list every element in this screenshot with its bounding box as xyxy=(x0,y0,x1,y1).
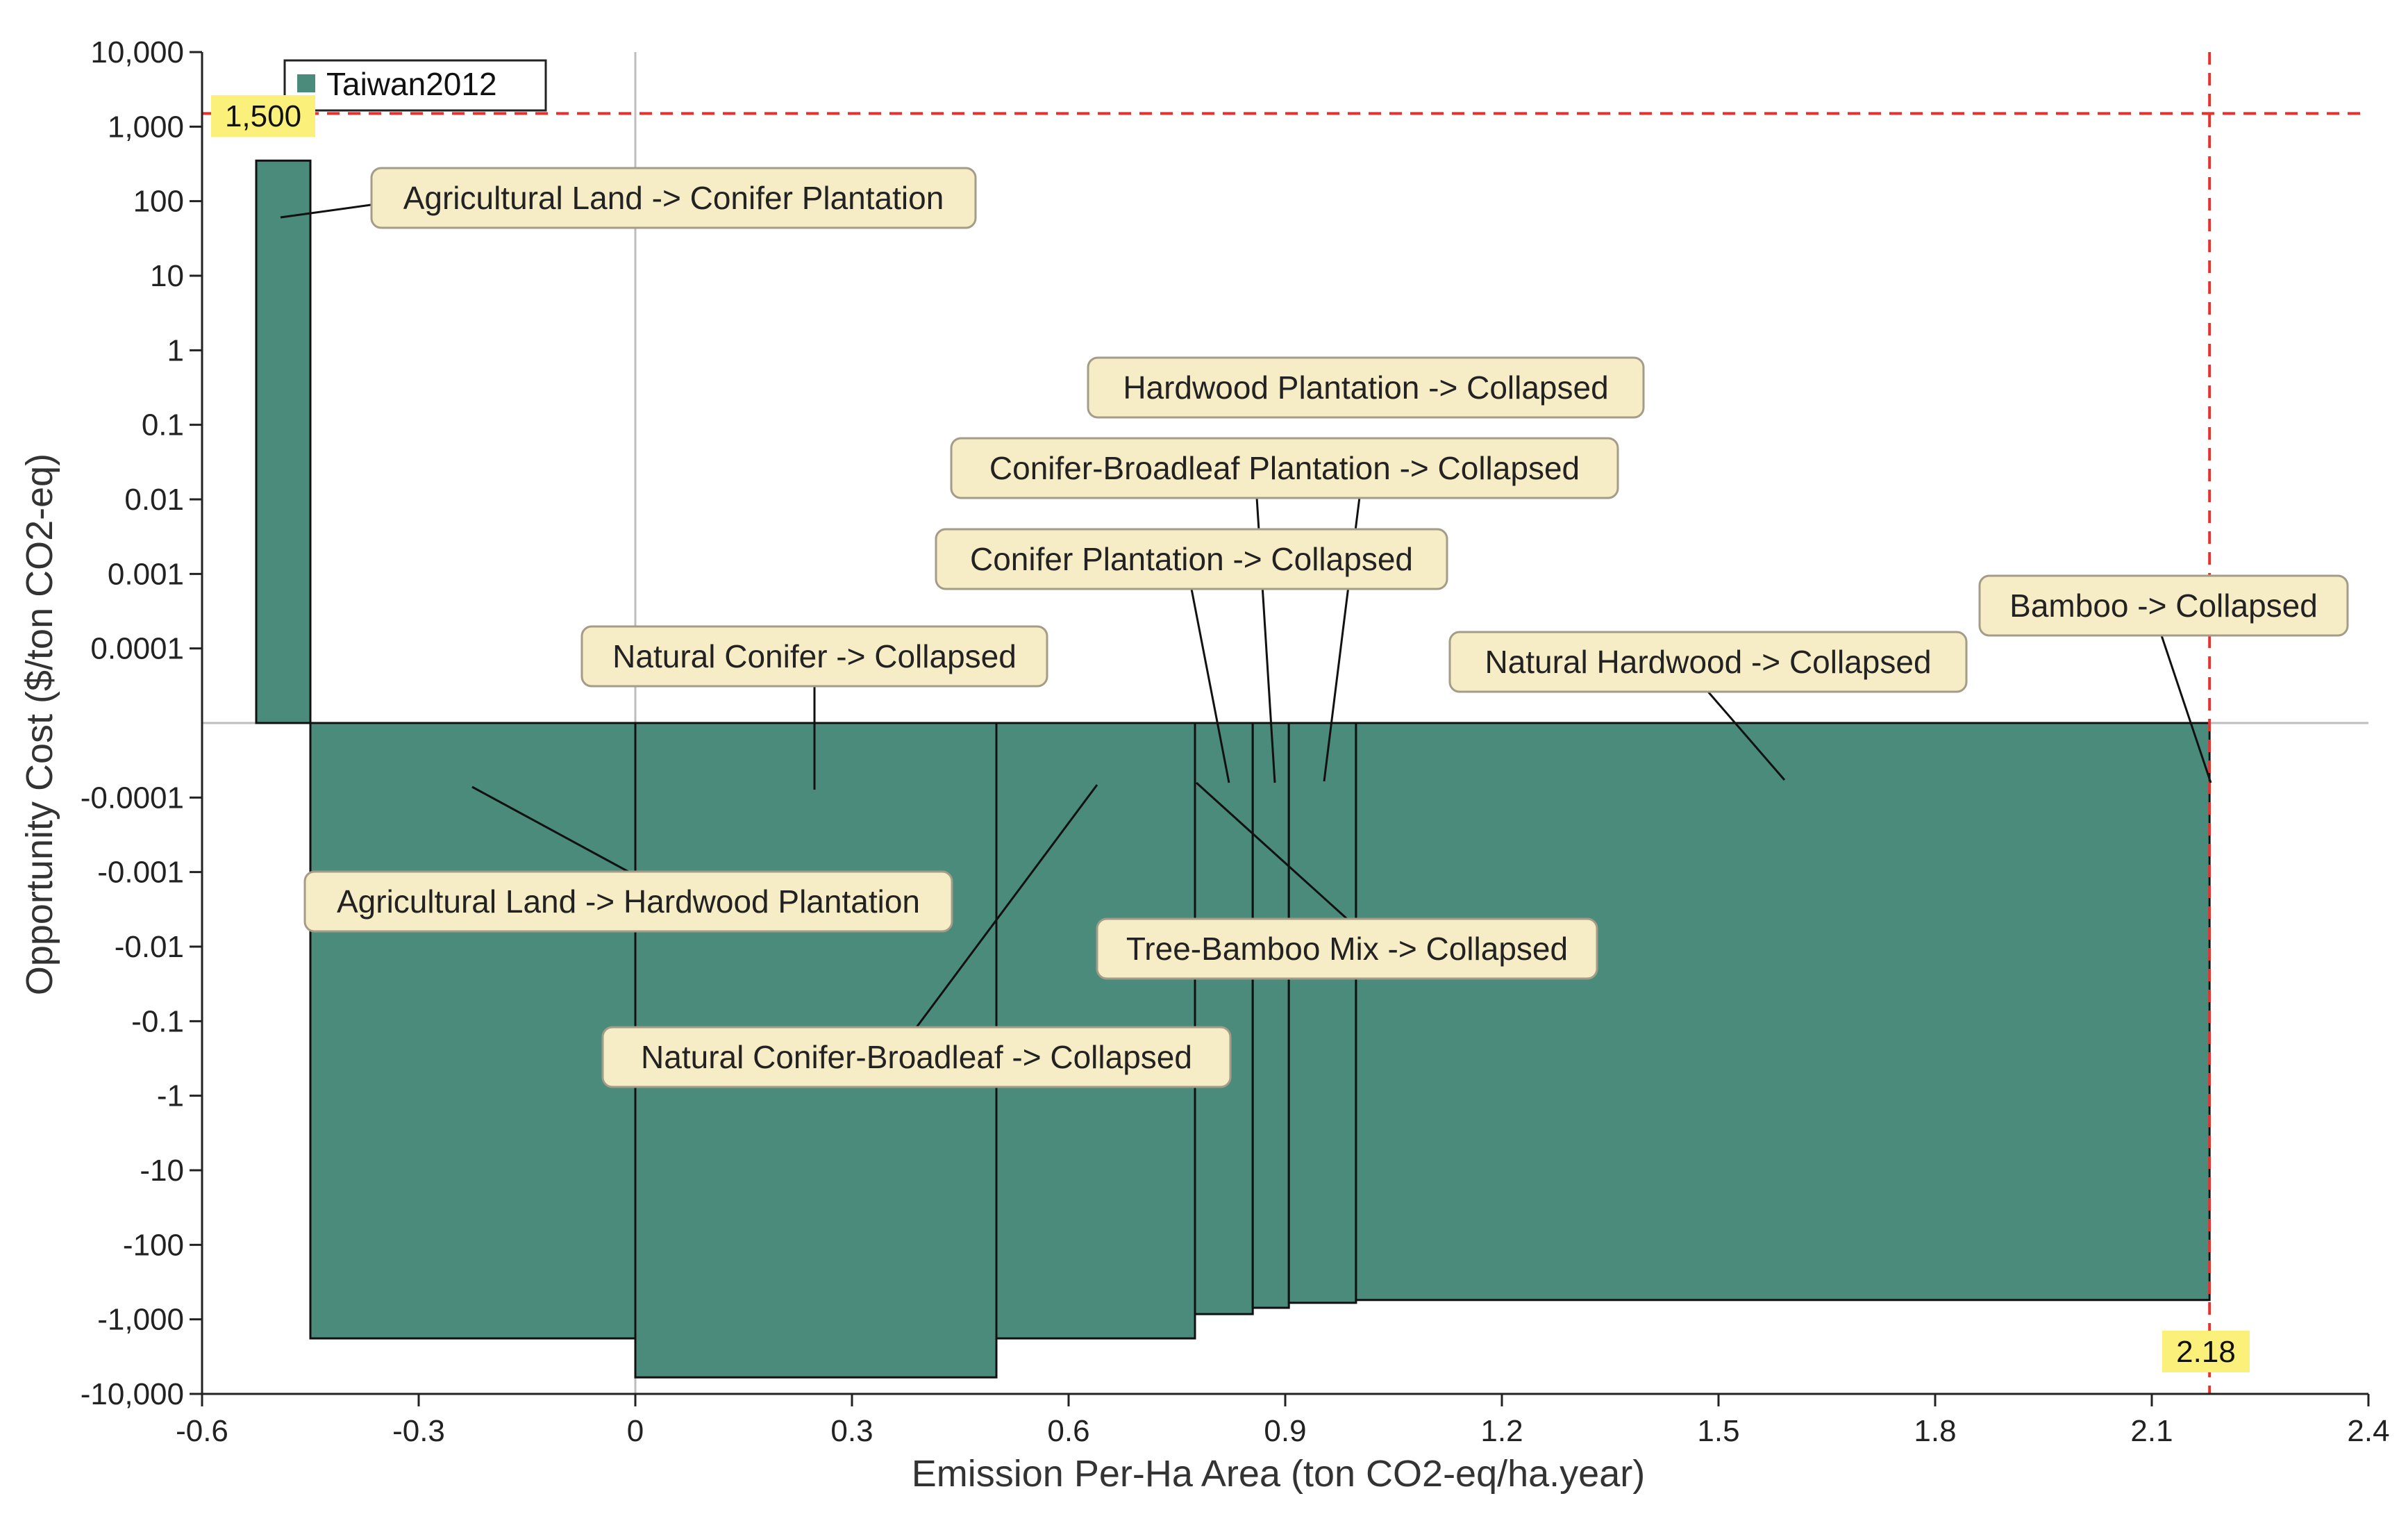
annotation-box xyxy=(950,437,1619,499)
y-tick-label: -0.1 xyxy=(131,1004,184,1038)
y-tick-label: -0.001 xyxy=(97,856,184,890)
reference-marker-vertical: 2.18 xyxy=(2162,1331,2250,1372)
y-tick-label: -10 xyxy=(140,1154,184,1188)
x-tick-label: 2.4 xyxy=(2347,1414,2389,1448)
y-tick-label: -1,000 xyxy=(97,1303,184,1337)
bar-8 xyxy=(1355,722,2211,1302)
y-tick-label: 0.0001 xyxy=(90,632,184,666)
marker-label: 1,500 xyxy=(225,99,301,133)
annotations: Agricultural Land -> Conifer Plantation H… xyxy=(280,167,2349,1088)
y-tick-label: 100 xyxy=(133,185,184,219)
y-tick-label: 0.001 xyxy=(108,557,184,591)
y-tick-label: 0.1 xyxy=(142,408,184,442)
y-tick-label: 1 xyxy=(167,333,184,367)
annotation-box xyxy=(601,1026,1232,1088)
annotation-label: Natural Hardwood -> Collapsed xyxy=(1485,644,1931,680)
annotation-callout: Hardwood Plantation -> Collapsed xyxy=(1087,356,1645,419)
annotation-label: Tree-Bamboo Mix -> Collapsed xyxy=(1126,931,1568,967)
bar-6 xyxy=(1251,722,1290,1309)
legend-swatch xyxy=(297,74,315,92)
marker-background xyxy=(2162,1331,2250,1372)
annotation-callout: Conifer Plantation -> Collapsed xyxy=(935,528,1448,783)
annotation-leader-line xyxy=(915,784,1098,1028)
annotation-callout: Natural Hardwood -> Collapsed xyxy=(1448,631,1968,781)
bar-5 xyxy=(1194,722,1254,1315)
x-tick-label: -0.6 xyxy=(176,1414,228,1448)
y-tick-label: -0.0001 xyxy=(81,781,184,815)
y-tick-label: 1,000 xyxy=(108,110,184,144)
annotation-box xyxy=(935,528,1448,590)
y-tick-label: 10,000 xyxy=(90,35,184,69)
annotation-label: Natural Conifer -> Collapsed xyxy=(612,638,1017,674)
marker-label: 2.18 xyxy=(2176,1335,2236,1369)
annotation-label: Agricultural Land -> Hardwood Plantation xyxy=(337,883,920,920)
axes: -0.6 -0.3 0 0.3 0.6 0.9 1.2 1.5 1.8 2.1 2.4 10,000 1… xyxy=(81,35,2390,1448)
marker-background xyxy=(211,95,315,137)
x-tick-label: 0.3 xyxy=(830,1414,873,1448)
y-tick-label: 0.01 xyxy=(124,483,184,517)
y-tick-label: -0.01 xyxy=(115,930,184,964)
annotation-callout: Natural Conifer -> Collapsed xyxy=(580,625,1048,790)
bar-7 xyxy=(1287,722,1357,1304)
annotation-callout: Tree-Bamboo Mix -> Collapsed xyxy=(1096,781,1598,980)
bar-1 xyxy=(255,159,312,724)
annotation-box xyxy=(303,870,953,933)
annotation-label: Conifer Plantation -> Collapsed xyxy=(970,541,1413,577)
x-tick-label: 0.9 xyxy=(1264,1414,1306,1448)
legend-box xyxy=(283,59,547,112)
annotation-label: Conifer-Broadleaf Plantation -> Collapse… xyxy=(989,450,1580,486)
annotation-label: Hardwood Plantation -> Collapsed xyxy=(1123,369,1608,406)
y-axis-title: Opportunity Cost ($/ton CO2-eq) xyxy=(19,454,60,995)
annotation-box xyxy=(580,625,1048,688)
annotation-label: Natural Conifer-Broadleaf -> Collapsed xyxy=(641,1039,1192,1075)
annotation-callout: Conifer-Broadleaf Plantation -> Collapse… xyxy=(950,437,1619,783)
reference-lines xyxy=(202,52,2368,1394)
x-tick-label: 1.2 xyxy=(1480,1414,1523,1448)
annotation-box xyxy=(1448,631,1968,693)
annotation-leader-line xyxy=(1195,781,1348,920)
x-tick-label: 1.8 xyxy=(1914,1414,1956,1448)
x-tick-label: 2.1 xyxy=(2130,1414,2173,1448)
annotation-label: Agricultural Land -> Conifer Plantation xyxy=(403,180,944,216)
annotation-leader-line xyxy=(280,203,371,219)
bars xyxy=(255,159,2211,1379)
y-tick-label: -1 xyxy=(157,1079,184,1113)
x-tick-label: 1.5 xyxy=(1697,1414,1739,1448)
y-tick-label: -10,000 xyxy=(81,1377,184,1411)
reference-marker-horizontal: 1,500 xyxy=(211,95,315,137)
annotation-callout: Natural Conifer-Broadleaf -> Collapsed xyxy=(601,784,1232,1088)
annotation-box xyxy=(1087,356,1645,419)
legend-label: Taiwan2012 xyxy=(326,66,497,102)
annotation-leader-line xyxy=(2160,635,2212,783)
annotation-leader-line xyxy=(1707,691,1786,781)
reference-markers: 1,500 2.18 xyxy=(211,95,2250,1372)
x-tick-label: 0 xyxy=(627,1414,644,1448)
annotation-callout: Agricultural Land -> Hardwood Plantation xyxy=(303,786,953,933)
annotation-box xyxy=(1096,917,1598,980)
x-tick-label: -0.3 xyxy=(392,1414,445,1448)
bar-2 xyxy=(309,722,637,1340)
annotation-label: Bamboo -> Collapsed xyxy=(2009,588,2318,624)
y-tick-label: 10 xyxy=(150,259,184,293)
annotation-callout: Bamboo -> Collapsed xyxy=(1978,574,2349,783)
legend: Taiwan2012 xyxy=(283,59,547,112)
annotation-box xyxy=(370,167,977,229)
annotation-leader-line xyxy=(471,786,629,873)
x-axis-title: Emission Per-Ha Area (ton CO2-eq/ha.year… xyxy=(912,1453,1645,1495)
annotation-box xyxy=(1978,574,2349,637)
y-tick-label: -100 xyxy=(123,1228,184,1262)
annotation-callout: Agricultural Land -> Conifer Plantation xyxy=(280,167,977,229)
x-tick-label: 0.6 xyxy=(1047,1414,1089,1448)
annotation-leader-line xyxy=(1190,588,1230,783)
